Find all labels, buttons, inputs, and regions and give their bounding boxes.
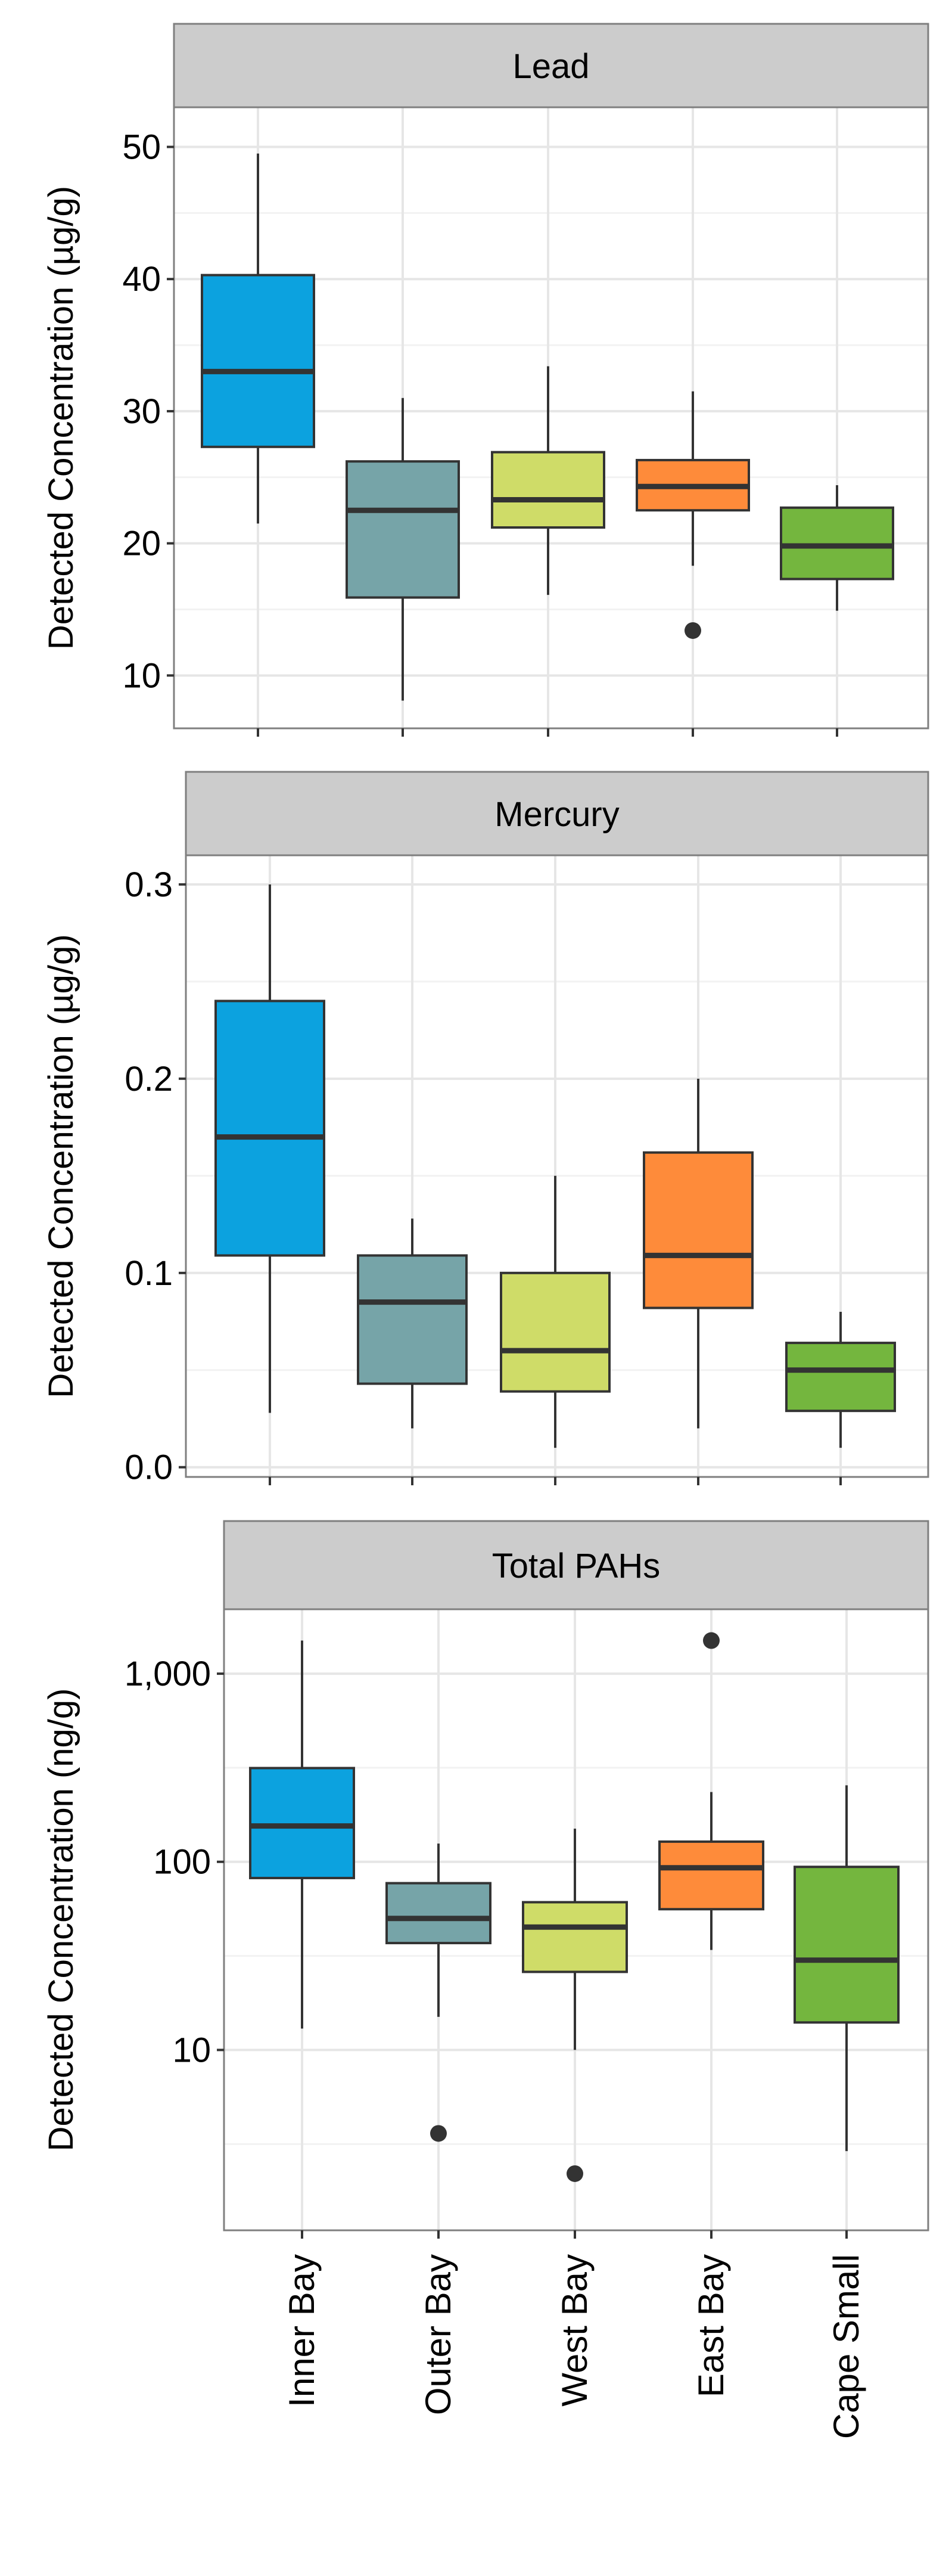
y-tick-label: 10 bbox=[122, 656, 161, 695]
panel-total-pahs: Total PAHs 10 100 1,000 Detected Concentrati… bbox=[42, 1520, 929, 2439]
facet-title: Mercury bbox=[494, 795, 619, 834]
box-body bbox=[500, 1271, 611, 1393]
box-cape-small bbox=[794, 1785, 900, 2152]
y-tick-label: 20 bbox=[122, 524, 161, 563]
box-body bbox=[214, 1000, 325, 1257]
box-body bbox=[249, 1767, 355, 1879]
x-tick-label: East Bay bbox=[691, 2254, 731, 2397]
box-body bbox=[357, 1254, 468, 1385]
y-tick-label: 1,000 bbox=[125, 1655, 211, 1693]
x-tick-label: Outer Bay bbox=[418, 2254, 458, 2415]
panel-border bbox=[185, 854, 929, 1478]
box-inner-bay bbox=[249, 1640, 355, 2029]
box-body bbox=[346, 460, 460, 599]
y-tick-label: 0.3 bbox=[125, 865, 173, 904]
y-tick-label: 40 bbox=[122, 260, 161, 299]
outlier-point bbox=[430, 2125, 447, 2142]
x-tick-label: West Bay bbox=[555, 2254, 595, 2407]
box-cape-small bbox=[785, 1311, 896, 1448]
box-outer-bay bbox=[357, 1218, 468, 1429]
facet-title: Total PAHs bbox=[492, 1547, 661, 1585]
panel-mercury: Mercury 0.0 0.1 0.2 0.3 Detected Concentratio… bbox=[42, 771, 929, 1487]
y-tick-label: 100 bbox=[153, 1843, 211, 1882]
box-body bbox=[658, 1840, 764, 1911]
box-inner-bay bbox=[201, 153, 315, 524]
x-tick-label: Cape Small bbox=[826, 2254, 866, 2439]
y-tick-label: 0.2 bbox=[125, 1060, 173, 1098]
y-axis-title: Detected Concentration (µg/g) bbox=[42, 934, 80, 1398]
outlier-point bbox=[685, 622, 701, 639]
facet-title: Lead bbox=[512, 47, 589, 86]
facet-strip bbox=[223, 1520, 929, 1610]
y-tick-label: 50 bbox=[122, 128, 161, 167]
y-tick-label: 0.1 bbox=[125, 1254, 173, 1293]
box-outer-bay bbox=[346, 398, 460, 701]
facet-strip bbox=[185, 771, 929, 856]
box-body bbox=[491, 451, 605, 529]
box-body bbox=[522, 1901, 628, 1973]
y-axis-title: Detected Concentration (ng/g) bbox=[42, 1689, 80, 2152]
y-tick-label: 30 bbox=[122, 392, 161, 431]
box-body bbox=[201, 274, 315, 448]
outlier-point bbox=[567, 2165, 583, 2182]
box-west-bay bbox=[491, 366, 605, 595]
box-east-bay bbox=[643, 1078, 754, 1429]
y-tick-label: 10 bbox=[172, 2031, 211, 2069]
panel-border bbox=[173, 106, 929, 730]
box-body bbox=[643, 1151, 754, 1309]
facet-strip bbox=[173, 23, 929, 108]
box-body bbox=[385, 1882, 491, 1945]
box-east-bay bbox=[636, 391, 750, 639]
box-east-bay bbox=[658, 1632, 764, 1950]
x-tick-label: Inner Bay bbox=[282, 2254, 322, 2407]
box-body bbox=[785, 1342, 896, 1413]
box-body bbox=[794, 1866, 900, 2024]
y-tick-label: 0.0 bbox=[125, 1448, 173, 1487]
box-west-bay bbox=[500, 1175, 611, 1448]
box-cape-small bbox=[780, 485, 894, 611]
box-inner-bay bbox=[214, 884, 325, 1413]
outlier-point bbox=[703, 1632, 720, 1649]
box-west-bay bbox=[522, 1829, 628, 2182]
y-axis-title: Detected Concentration (µg/g) bbox=[42, 186, 80, 650]
box-outer-bay bbox=[385, 1843, 491, 2142]
panel-lead: Lead 10 20 30 40 50 Detected Concentration (µg… bbox=[42, 23, 929, 737]
